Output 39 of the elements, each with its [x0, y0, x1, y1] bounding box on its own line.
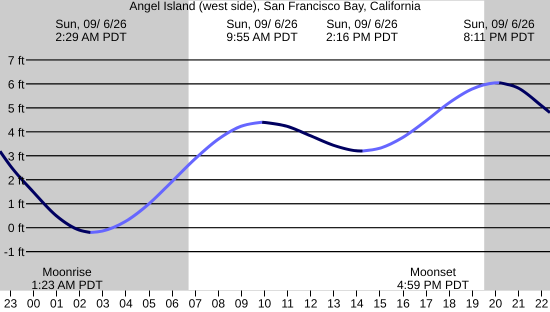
x-tick-label: 22 [534, 296, 549, 310]
annotation: Moonset 4:59 PM PDT [396, 265, 470, 292]
x-tick-label: 09 [234, 296, 248, 310]
y-tick-label: 3 ft [8, 149, 26, 164]
annotation: Moonrise 1:23 AM PDT [31, 265, 104, 292]
annotation: Sun, 09/ 6/26 8:11 PM PDT [463, 17, 536, 44]
x-tick-label: 05 [142, 296, 156, 310]
x-tick-label: 07 [188, 296, 202, 310]
y-tick-label: 6 ft [8, 77, 26, 92]
annotation: Sun, 09/ 6/26 9:55 AM PDT [226, 17, 298, 44]
annotation: Sun, 09/ 6/26 2:16 PM PDT [326, 17, 399, 44]
y-tick-label: 5 ft [8, 101, 26, 116]
chart-title: Angel Island (west side), San Francisco Bay, California [129, 0, 421, 13]
y-tick-label: 0 ft [8, 221, 26, 236]
x-tick-label: 04 [119, 296, 133, 310]
x-tick-label: 02 [73, 296, 87, 310]
x-tick-label: 19 [466, 296, 480, 310]
x-tick-label: 10 [258, 296, 272, 310]
x-tick-label: 18 [442, 296, 456, 310]
x-tick-label: 03 [96, 296, 110, 310]
y-tick-label: -1 ft [4, 245, 26, 260]
x-tick-label: 00 [26, 296, 41, 310]
x-tick-label: 17 [420, 296, 434, 310]
y-tick-label: 4 ft [8, 125, 26, 140]
x-tick-label: 11 [281, 296, 294, 310]
x-tick-label: 06 [165, 296, 180, 310]
x-tick-label: 01 [50, 296, 64, 310]
x-tick-label: 13 [327, 296, 341, 310]
x-tick-label: 21 [512, 296, 526, 310]
x-tick-label: 08 [212, 296, 226, 310]
x-tick-label: 20 [488, 296, 502, 310]
x-tick-label: 12 [304, 296, 318, 310]
x-tick-label: 15 [373, 296, 387, 310]
annotation: Sun, 09/ 6/26 2:29 AM PDT [55, 17, 128, 44]
y-tick-label: 1 ft [8, 197, 26, 212]
x-tick-label: 23 [4, 296, 18, 310]
y-tick-label: 7 ft [8, 53, 26, 68]
x-tick-label: 14 [350, 296, 364, 310]
x-tick-label: 16 [396, 296, 410, 310]
